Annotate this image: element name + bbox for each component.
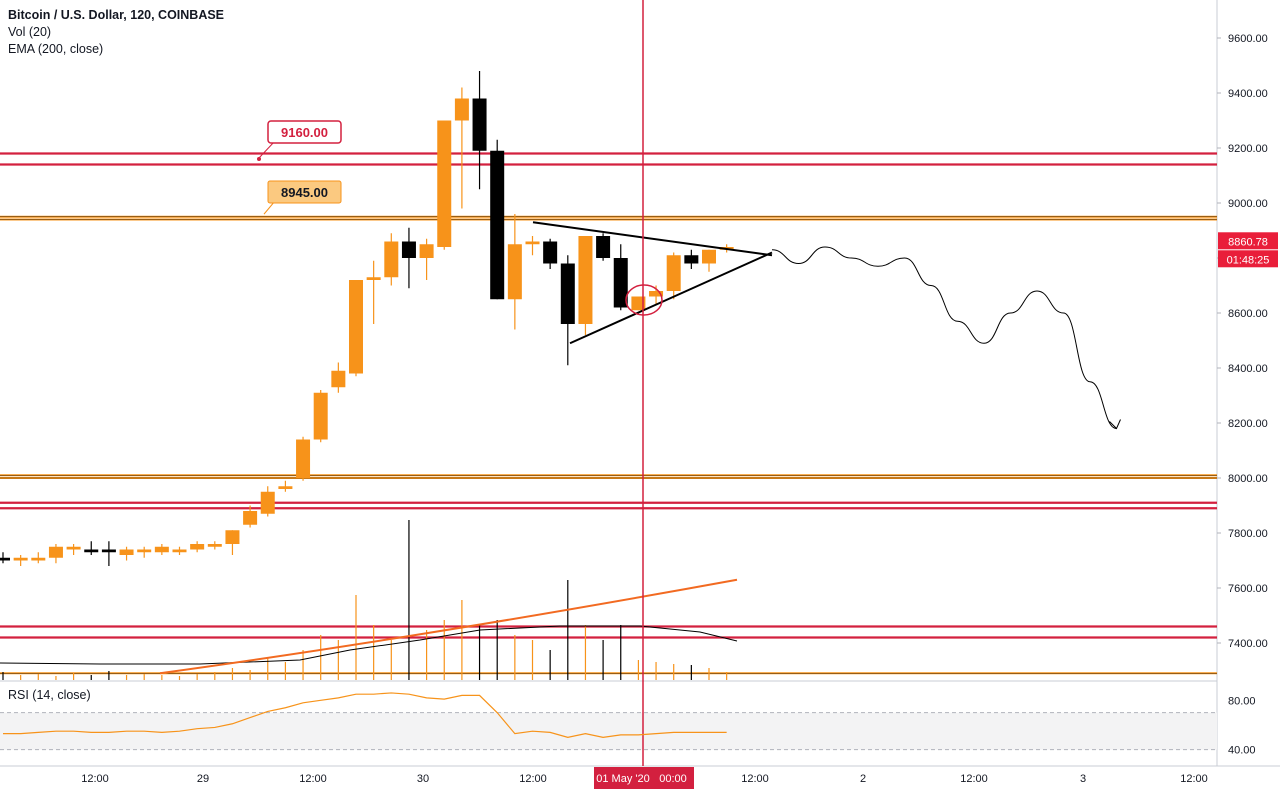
support-label: 8945.00 [281,185,328,200]
candle-body [137,549,152,553]
price-tick-label: 8200.00 [1228,418,1268,430]
candle-body [454,98,469,121]
time-tick-label: 12:00 [741,773,769,785]
candle-body [84,549,99,553]
candle-body [13,557,28,561]
time-tick-label: 12:00 [960,773,988,785]
candle-body [525,241,540,245]
candle-body [31,557,46,561]
candle-body [207,544,222,547]
candle-body [225,530,240,544]
crosshair-date-label: 01 May '20 [596,773,649,785]
volume-indicator-label[interactable]: Vol (20) [8,25,52,39]
candle-body [401,241,416,258]
candle-body [278,486,293,489]
candle-body [243,511,258,525]
candle-body [437,120,452,247]
candle-body [649,291,664,297]
projection-arrowhead [1109,419,1121,430]
volume-ma-line [0,625,738,665]
triangle-lower-line [569,251,773,345]
price-tick-label: 7800.00 [1228,528,1268,540]
candle-body [631,296,646,311]
time-tick-label: 2 [860,773,866,785]
time-tick-label: 29 [197,773,209,785]
candle-body [119,549,134,555]
ema-indicator-label[interactable]: EMA (200, close) [8,42,104,56]
price-tick-label: 9400.00 [1228,88,1268,100]
chart-title: Bitcoin / U.S. Dollar, 120, COINBASE [8,8,225,22]
candle-body [366,277,381,280]
projection-path [771,246,1117,429]
candle-body [48,546,63,558]
time-tick-label: 12:00 [299,773,327,785]
price-tick-label: 9000.00 [1228,198,1268,210]
time-tick-label: 3 [1080,773,1086,785]
price-tick-label: 8600.00 [1228,308,1268,320]
last-price-label: 8860.78 [1228,236,1268,248]
countdown-label: 01:48:25 [1227,254,1270,266]
candle-body [613,258,628,308]
candle-body [596,236,611,258]
price-tick-label: 7600.00 [1228,583,1268,595]
time-tick-label: 12:00 [81,773,109,785]
rsi-tick-label: 40.00 [1228,745,1256,757]
crosshair-time-label: 00:00 [659,773,687,785]
price-tick-label: 8400.00 [1228,363,1268,375]
resistance-callout-dot [257,157,261,161]
price-tick-label: 7400.00 [1228,638,1268,650]
resistance-label: 9160.00 [281,125,328,140]
candle-body [702,249,716,264]
volume-bars [2,520,728,680]
rsi-band [0,712,1217,750]
candle-body [578,236,593,324]
candles [0,71,734,566]
candle-body [666,255,681,291]
candle-body [684,255,699,264]
triangle-upper-line [532,221,773,257]
resistance-callout-line [257,140,276,160]
candle-body [190,544,205,550]
candle-body [472,98,487,151]
resistance-label-box [267,120,342,144]
candle-body [154,546,169,553]
rsi-tick-label: 80.00 [1228,695,1256,707]
candle-body [66,546,81,550]
candle-body [490,150,505,300]
ema-200-line [159,578,738,675]
candle-body [0,557,10,561]
candle-body [349,280,363,374]
countdown-box [1218,250,1278,268]
candle-body [313,392,328,440]
price-tick-label: 9200.00 [1228,143,1268,155]
candle-body [260,491,275,514]
rsi-indicator-label[interactable]: RSI (14, close) [8,688,91,702]
candle-body [172,549,187,553]
price-tick-label: 8000.00 [1228,473,1268,485]
time-tick-label: 12:00 [519,773,547,785]
support-label-box [267,180,342,204]
candle-body [543,241,558,264]
candle-body [101,549,116,553]
candle-body [331,370,346,388]
candle-body [507,244,522,300]
breakout-circle [625,284,663,316]
candle-body [296,439,311,478]
time-tick-label: 30 [417,773,429,785]
price-tick-label: 9600.00 [1228,33,1268,45]
rsi-line [3,692,727,738]
last-price-box [1218,232,1278,250]
time-tick-label: 12:00 [1180,773,1208,785]
candle-body [419,244,434,258]
candle-body [384,241,399,278]
crosshair-time-box [594,767,694,789]
candle-body [560,263,575,324]
